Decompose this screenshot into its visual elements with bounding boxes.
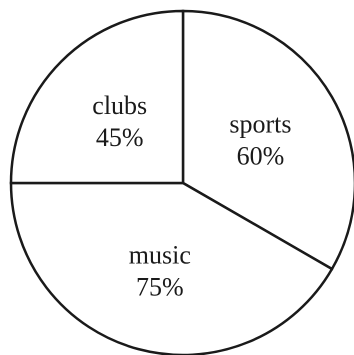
pie-labels: sports 60% music 75% clubs 45%	[92, 91, 291, 302]
pie-slice-music	[9, 181, 334, 355]
slice-label-clubs: clubs	[92, 91, 147, 120]
slice-label-sports: sports	[229, 109, 291, 138]
slice-value-clubs: 45%	[96, 123, 144, 152]
slice-value-sports: 60%	[237, 141, 285, 170]
slice-label-music: music	[129, 240, 191, 269]
pie-slice-clubs	[9, 9, 185, 185]
slice-value-music: 75%	[136, 272, 184, 301]
pie-slice-sports	[181, 9, 354, 271]
pie-slices	[9, 9, 354, 355]
